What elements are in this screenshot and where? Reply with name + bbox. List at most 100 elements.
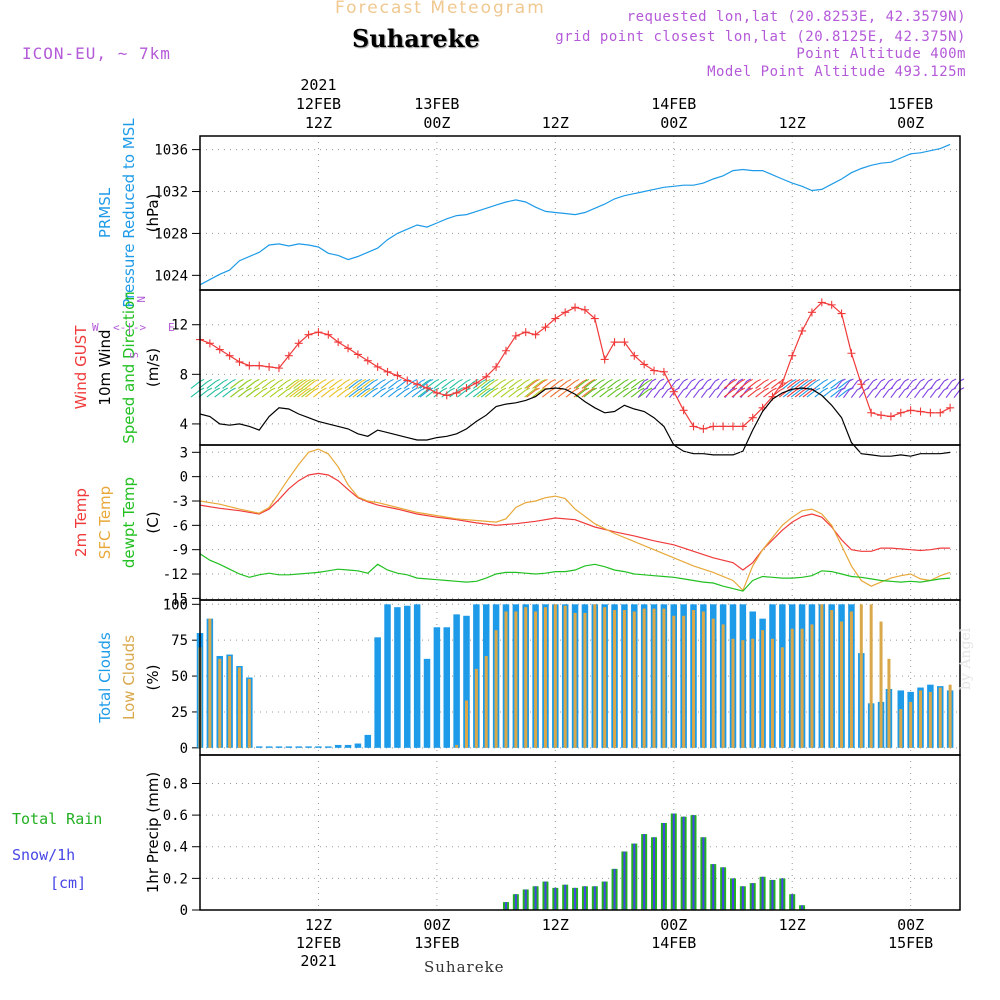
wind-barb	[708, 380, 716, 390]
wind-barb	[360, 389, 371, 398]
snow-bar	[751, 883, 754, 910]
gust-marker	[432, 388, 441, 397]
panels	[190, 135, 965, 911]
wind-barb	[581, 389, 592, 398]
wind-barb-flag	[239, 387, 244, 391]
wind-barb	[372, 381, 382, 389]
wind-barb	[822, 389, 833, 398]
wind-barb-flag	[535, 378, 540, 382]
wind-barb-flag	[365, 387, 371, 391]
gust-marker	[215, 345, 224, 354]
grid-point-coords: grid point closest lon,lat (20.8125E, 42…	[555, 29, 966, 45]
wind-barb-flag	[616, 387, 621, 391]
gust-marker	[650, 366, 659, 375]
low-cloud-bar	[711, 618, 715, 748]
wind-barb-flag	[584, 387, 590, 391]
wind-barb	[835, 389, 842, 399]
wind-barb	[583, 381, 594, 389]
wind-barb	[222, 381, 232, 389]
gust-marker	[817, 298, 826, 307]
wind-barb-flag	[582, 387, 588, 391]
wind-barb-flag	[493, 387, 499, 391]
wind-barb-flag	[592, 378, 598, 382]
wind-barb	[500, 381, 511, 389]
panel-precip	[192, 754, 961, 911]
wind-barb-flag	[442, 387, 448, 391]
wind-barb	[581, 381, 592, 389]
time-label-bottom: 12Z	[305, 916, 332, 934]
low-cloud-bar	[887, 658, 891, 748]
series-line-t2m	[199, 472, 951, 571]
snow-bar	[623, 851, 626, 910]
wind-barb-flag	[559, 378, 564, 382]
low-cloud-bar	[820, 604, 824, 748]
wind-barb	[532, 381, 542, 389]
y-tick-label-temperature: -12	[163, 567, 188, 583]
wind-barb-flag	[647, 387, 653, 391]
wind-barb	[476, 381, 487, 389]
total-cloud-bar	[344, 744, 352, 748]
total-cloud-bar	[364, 734, 372, 748]
panel-wind	[190, 289, 965, 457]
wind-barb	[830, 381, 840, 389]
wind-barb	[557, 381, 568, 389]
wind-barb	[850, 380, 858, 390]
time-label-bottom: 00Z	[897, 916, 924, 934]
wind-barb-flag	[223, 387, 228, 391]
total-cloud-bar	[413, 604, 421, 748]
ylabel-temperature: 2m Temp	[72, 488, 90, 557]
wind-barb	[591, 389, 602, 398]
wind-barb	[700, 389, 708, 399]
wind-barb	[480, 389, 491, 398]
wind-barb-flag	[791, 378, 797, 382]
wind-barb-flag	[748, 387, 754, 391]
wind-barb-flag	[541, 387, 546, 391]
wind-barb-flag	[831, 378, 836, 382]
gust-marker	[827, 300, 836, 309]
wind-barb-flag	[566, 378, 572, 382]
gust-marker	[353, 350, 362, 359]
low-cloud-bar	[701, 611, 705, 748]
wind-barb-flag	[584, 378, 590, 382]
wind-barb-flag	[691, 378, 696, 382]
wind-barb-flag	[306, 387, 311, 391]
wind-barb	[484, 389, 495, 398]
wind-barb-flag	[541, 378, 546, 382]
wind-barb	[747, 389, 758, 398]
wind-barb-flag	[632, 387, 637, 391]
total-cloud-bar	[255, 746, 263, 748]
gust-marker	[620, 338, 629, 347]
time-label-top: 12Z	[542, 114, 569, 132]
snow-bar	[761, 876, 764, 910]
wind-barb-flag	[533, 387, 538, 391]
wind-barb-flag	[357, 387, 363, 391]
wind-barb-flag	[322, 387, 327, 391]
wind-barb	[622, 389, 633, 398]
wind-barb-flag	[574, 378, 580, 382]
total-cloud-bar	[265, 746, 273, 748]
gust-marker	[294, 339, 303, 348]
low-cloud-bar	[228, 655, 232, 748]
wind-barb	[953, 380, 961, 390]
low-cloud-bar	[751, 638, 755, 748]
gust-marker	[521, 328, 530, 337]
wind-barb-flag	[748, 378, 754, 382]
gust-marker	[373, 362, 382, 371]
y-tick-label-temperature: 3	[180, 445, 188, 461]
y-tick-label-clouds: 100	[163, 597, 188, 613]
wind-barb-flag	[608, 387, 613, 391]
panel-clouds	[192, 599, 961, 756]
total-cloud-bar	[305, 746, 312, 748]
wind-barb-flag	[807, 378, 813, 382]
wind-barb-flag	[639, 387, 645, 391]
time-label-bottom: 00Z	[660, 916, 687, 934]
gust-marker	[679, 406, 688, 415]
wind-barb-flag	[247, 378, 252, 382]
y-tick-label-temperature: -3	[171, 494, 188, 510]
ylabel-pressure: (hPa)	[144, 194, 162, 233]
wind-barb	[524, 389, 534, 398]
wind-barb-flag	[643, 378, 649, 382]
gust-marker	[541, 323, 550, 332]
wind-barb	[661, 389, 669, 399]
wind-barb	[573, 381, 584, 389]
